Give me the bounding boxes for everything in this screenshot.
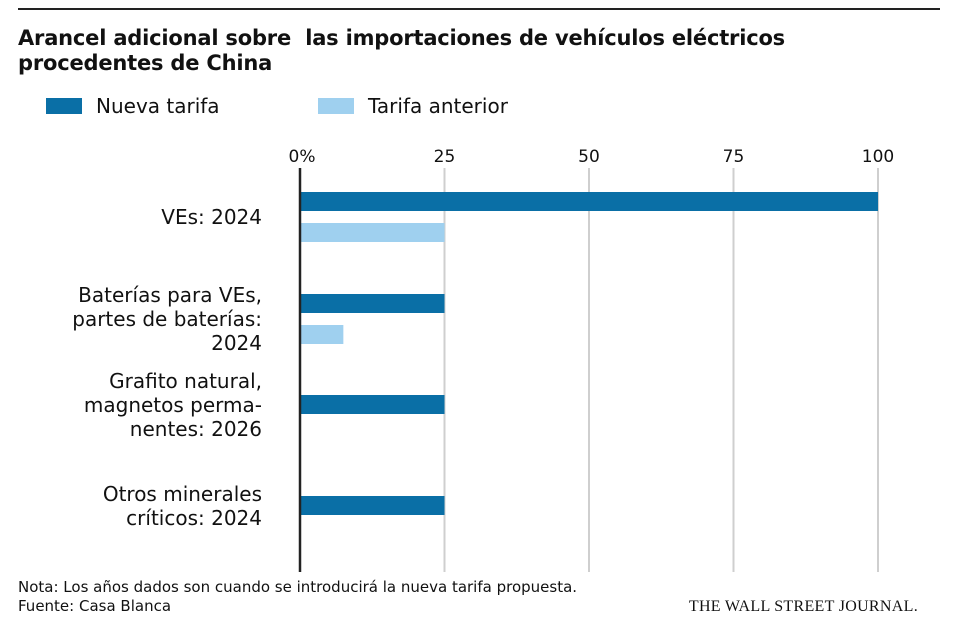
category-label-line: magnetos perma- [84, 393, 262, 417]
legend-swatch-tarifa-anterior [318, 98, 354, 114]
category-label: VEs: 2024 [161, 205, 262, 229]
legend-item-nueva-tarifa: Nueva tarifa [46, 92, 220, 120]
legend-label-tarifa-anterior: Tarifa anterior [368, 94, 508, 118]
category-label-line: Grafito natural, [109, 369, 262, 393]
category-label: Otros minerales críticos: 2024 [103, 482, 262, 530]
category-label: Baterías para VEs, partes de baterías: 202… [72, 283, 262, 355]
x-tick-label: 75 [723, 147, 745, 167]
category-label-line: nentes: 2026 [130, 417, 262, 441]
x-tick-label: 100 [862, 147, 894, 167]
bar-nueva-tarifa [300, 294, 445, 313]
category-label-line: Baterías para VEs, [78, 283, 262, 307]
chart-title: Arancel adicional sobre las importacione… [18, 26, 793, 75]
x-tick-label: 25 [434, 147, 456, 167]
category-label: Grafito natural, magnetos perma-nentes: 2… [84, 369, 262, 441]
bar-tarifa-anterior [300, 325, 344, 344]
legend-swatch-nueva-tarifa [46, 98, 82, 114]
category-label-line: VEs: 2024 [161, 205, 262, 229]
source-line: Fuente: Casa Blanca [18, 597, 172, 615]
category-label-line: 2024 [211, 331, 262, 355]
x-tick-label: 0% [289, 147, 316, 167]
category-label-line: críticos: 2024 [126, 506, 262, 530]
category-label-line: Otros minerales [103, 482, 262, 506]
footnote: Nota: Los años dados son cuando se intro… [18, 578, 578, 596]
x-tick-label: 50 [578, 147, 600, 167]
bar-nueva-tarifa [300, 192, 878, 211]
bar-tarifa-anterior [300, 223, 445, 242]
bar-nueva-tarifa [300, 395, 445, 414]
publisher-logo: THE WALL STREET JOURNAL. [688, 598, 918, 615]
bar-nueva-tarifa [300, 496, 445, 515]
legend-item-tarifa-anterior: Tarifa anterior [318, 92, 508, 120]
top-rule [18, 8, 940, 10]
legend-label-nueva-tarifa: Nueva tarifa [96, 94, 220, 118]
category-label-line: partes de baterías: [72, 307, 262, 331]
